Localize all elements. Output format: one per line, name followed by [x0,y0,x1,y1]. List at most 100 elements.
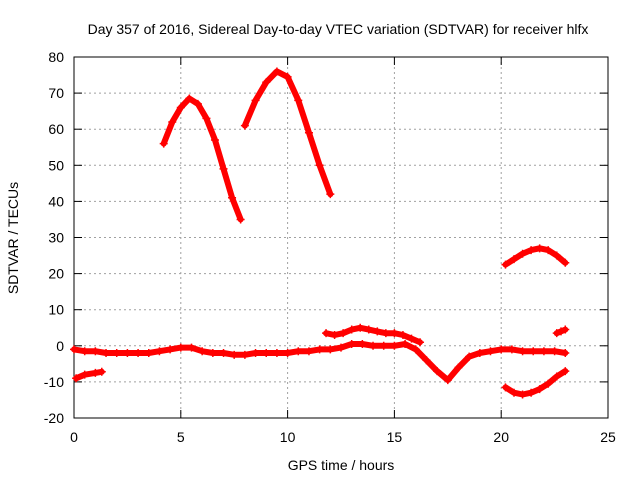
series-segment-late [552,325,570,338]
data-point [187,343,196,352]
series-line [160,95,244,223]
data-point [497,345,506,354]
data-point [433,367,442,376]
data-point [330,330,339,339]
data-point [544,379,553,388]
series-segment-mid [322,323,425,347]
data-point [315,345,324,354]
data-point [72,374,81,383]
y-tick-label: -10 [44,374,64,390]
data-point [527,388,536,397]
data-point [529,347,538,356]
data-point [510,255,519,264]
data-point [168,117,177,126]
data-point [527,246,536,255]
data-point [358,339,367,348]
data-point [219,349,228,358]
data-series [70,67,570,399]
data-point [518,390,527,399]
data-point [422,356,431,365]
data-point [228,193,237,202]
data-point [70,345,78,354]
data-point [294,347,303,356]
data-point [501,383,510,392]
data-point [272,349,281,358]
y-axis-label: SDTVAR / TECUs [5,182,21,294]
series-segment-early [72,367,106,383]
data-point [134,349,143,358]
y-tick-label: 50 [48,157,64,173]
data-point [326,345,335,354]
data-point [97,367,106,376]
data-point [304,347,313,356]
y-tick-label: 60 [48,121,64,137]
data-point [561,258,570,267]
series-baseline [70,339,570,385]
data-point [373,327,382,336]
series-arc-3 [501,244,570,269]
series-arc-4 [501,367,570,399]
data-point [561,325,570,334]
data-point [80,370,89,379]
chart-title: Day 357 of 2016, Sidereal Day-to-day VTE… [88,21,589,37]
data-point [443,376,452,385]
data-point [347,325,356,334]
data-point [155,347,164,356]
data-point [208,349,217,358]
y-tick-label: 40 [48,193,64,209]
data-point [379,341,388,350]
x-axis-label: GPS time / hours [288,457,395,473]
y-tick-label: -20 [44,410,64,426]
data-point [322,329,331,338]
data-point [102,349,111,358]
x-tick-label: 0 [70,429,78,445]
data-point [251,349,260,358]
data-point [112,349,121,358]
data-point [510,388,519,397]
data-point [518,249,527,258]
x-tick-label: 20 [493,429,509,445]
series-arc-2 [240,67,335,199]
data-point [166,345,175,354]
x-tick-label: 5 [177,429,185,445]
data-point [369,341,378,350]
data-point [337,343,345,352]
series-arc-1 [159,94,245,224]
data-point [475,349,484,358]
data-point [390,329,399,338]
x-tick-label: 10 [280,429,296,445]
data-point [544,246,553,255]
data-point [407,334,416,343]
y-tick-label: 0 [56,338,64,354]
data-point [552,372,561,381]
data-point [364,325,373,334]
axis-ticks: -20 -10 0 10 20 30 40 50 60 70 80 0 5 10 15 20 25 [44,49,616,445]
data-point [339,329,348,338]
data-point [486,347,495,356]
y-tick-label: 10 [48,302,64,318]
data-point [251,96,260,105]
data-point [561,349,570,358]
data-point [80,347,89,356]
data-point [381,329,390,338]
data-point [401,339,410,348]
data-point [347,339,356,348]
x-tick-label: 15 [387,429,403,445]
y-tick-label: 30 [48,230,64,246]
data-point [294,96,303,105]
data-point [283,349,292,358]
data-point [315,161,324,170]
data-point [518,347,527,356]
data-point [91,347,100,356]
data-point [535,385,544,394]
data-point [552,329,561,338]
data-point [411,345,420,354]
grid-lines [74,57,608,418]
data-point [552,251,561,260]
data-point [262,78,271,87]
data-point [198,347,207,356]
y-tick-label: 80 [48,49,64,65]
data-point [283,72,292,81]
data-point [91,368,100,377]
